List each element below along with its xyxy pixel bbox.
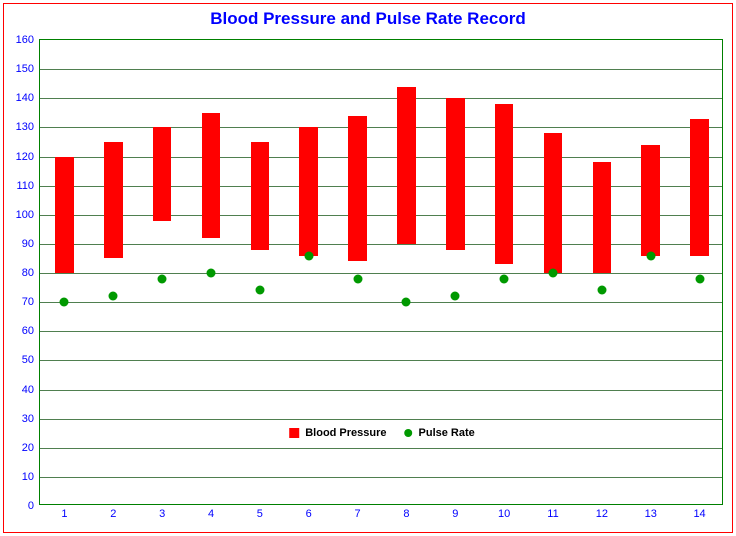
legend: Blood Pressure Pulse Rate: [289, 427, 475, 439]
pulse-rate-marker: [451, 292, 460, 301]
gridline: [40, 419, 722, 420]
pulse-rate-marker: [402, 298, 411, 307]
pulse-rate-marker: [646, 251, 655, 260]
y-tick-label: 110: [16, 180, 40, 192]
x-tick-label: 3: [159, 504, 165, 520]
blood-pressure-bar: [593, 162, 612, 273]
pulse-rate-marker: [109, 292, 118, 301]
legend-item: Blood Pressure: [289, 427, 386, 439]
pulse-rate-marker: [549, 269, 558, 278]
legend-swatch-rect: [289, 428, 299, 438]
x-tick-label: 14: [693, 504, 705, 520]
gridline: [40, 157, 722, 158]
y-tick-label: 20: [22, 442, 40, 454]
x-tick-label: 5: [257, 504, 263, 520]
x-tick-label: 12: [596, 504, 608, 520]
pulse-rate-marker: [597, 286, 606, 295]
y-tick-label: 10: [22, 471, 40, 483]
pulse-rate-marker: [158, 274, 167, 283]
y-tick-label: 120: [16, 151, 40, 163]
blood-pressure-bar: [495, 104, 514, 264]
y-tick-label: 30: [22, 413, 40, 425]
x-tick-label: 9: [452, 504, 458, 520]
pulse-rate-marker: [500, 274, 509, 283]
y-tick-label: 150: [16, 63, 40, 75]
pulse-rate-marker: [60, 298, 69, 307]
gridline: [40, 390, 722, 391]
chart-title: Blood Pressure and Pulse Rate Record: [3, 9, 733, 29]
x-tick-label: 6: [306, 504, 312, 520]
blood-pressure-bar: [690, 119, 709, 256]
gridline: [40, 302, 722, 303]
y-tick-label: 100: [16, 209, 40, 221]
y-tick-label: 130: [16, 121, 40, 133]
x-tick-label: 2: [110, 504, 116, 520]
x-tick-label: 8: [403, 504, 409, 520]
pulse-rate-marker: [304, 251, 313, 260]
y-tick-label: 160: [16, 34, 40, 46]
blood-pressure-bar: [446, 98, 465, 249]
gridline: [40, 127, 722, 128]
legend-item: Pulse Rate: [405, 427, 475, 439]
pulse-rate-marker: [695, 274, 704, 283]
pulse-rate-marker: [255, 286, 264, 295]
legend-label: Blood Pressure: [305, 427, 386, 439]
y-tick-label: 60: [22, 325, 40, 337]
blood-pressure-bar: [55, 157, 74, 274]
gridline: [40, 98, 722, 99]
gridline: [40, 331, 722, 332]
gridline: [40, 186, 722, 187]
blood-pressure-bar: [153, 127, 172, 220]
gridline: [40, 360, 722, 361]
blood-pressure-bar: [104, 142, 123, 259]
legend-swatch-dot: [405, 429, 413, 437]
blood-pressure-bar: [348, 116, 367, 262]
blood-pressure-bar: [641, 145, 660, 256]
y-tick-label: 40: [22, 384, 40, 396]
blood-pressure-bar: [202, 113, 221, 238]
blood-pressure-bar: [397, 87, 416, 244]
x-tick-label: 1: [61, 504, 67, 520]
pulse-rate-marker: [207, 269, 216, 278]
x-tick-label: 7: [355, 504, 361, 520]
blood-pressure-bar: [251, 142, 270, 250]
blood-pressure-bar: [544, 133, 563, 273]
chart-frame: Blood Pressure and Pulse Rate Record Blo…: [3, 3, 733, 533]
y-tick-label: 0: [28, 500, 40, 512]
y-tick-label: 70: [22, 296, 40, 308]
blood-pressure-bar: [299, 127, 318, 255]
gridline: [40, 448, 722, 449]
x-tick-label: 11: [547, 504, 558, 520]
y-tick-label: 140: [16, 92, 40, 104]
pulse-rate-marker: [353, 274, 362, 283]
gridline: [40, 69, 722, 70]
y-tick-label: 90: [22, 238, 40, 250]
x-tick-label: 13: [645, 504, 657, 520]
gridline: [40, 215, 722, 216]
gridline: [40, 477, 722, 478]
x-tick-label: 10: [498, 504, 510, 520]
x-tick-label: 4: [208, 504, 214, 520]
gridline: [40, 244, 722, 245]
y-tick-label: 50: [22, 354, 40, 366]
gridline: [40, 273, 722, 274]
plot-area: Blood PressurePulse Rate 010203040506070…: [39, 39, 723, 505]
y-tick-label: 80: [22, 267, 40, 279]
legend-label: Pulse Rate: [419, 427, 475, 439]
